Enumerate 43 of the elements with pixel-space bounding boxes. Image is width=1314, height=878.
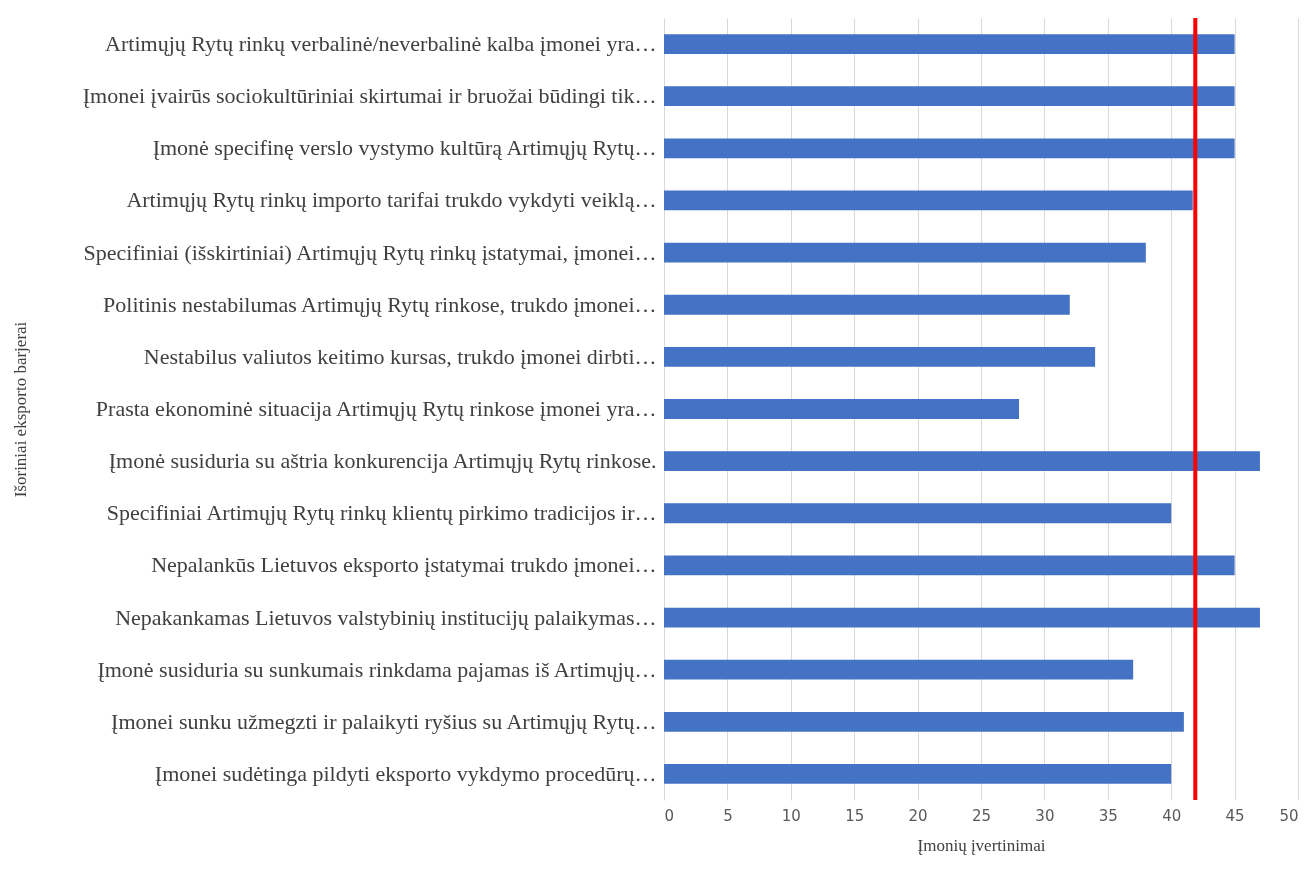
x-tick-label: 5: [723, 806, 733, 825]
bar: [664, 451, 1260, 472]
x-tick-label: 30: [1035, 806, 1055, 825]
x-tick-label: 10: [781, 806, 801, 825]
x-tick-label: 35: [1098, 806, 1118, 825]
bar: [664, 346, 1096, 367]
bar: [664, 555, 1235, 576]
x-tick-label: 25: [971, 806, 992, 825]
x-axis-title: Įmonių įvertinimai: [917, 835, 1046, 855]
y-tick-label: Įmonei įvairūs sociokultūriniai skirtumai ir bruožai būdingi tik…: [82, 83, 657, 109]
bar: [664, 86, 1235, 107]
bar: [664, 659, 1134, 680]
x-tick-label: 0: [664, 806, 675, 825]
y-tick-label: Įmonei sudėtinga pildyti eksporto vykdymo procedūrų…: [154, 760, 657, 786]
y-axis-title: Išoriniai eksporto barjerai: [10, 321, 30, 498]
bar: [664, 242, 1146, 263]
y-tick-label: Artimųjų Rytų rinkų verbalinė/neverbalinė kalba įmonei yra…: [105, 31, 657, 57]
bar: [664, 607, 1260, 628]
y-tick-label: Nestabilus valiutos keitimo kursas, trukdo įmonei dirbti…: [143, 343, 657, 369]
x-tick-label: 45: [1225, 806, 1245, 825]
x-tick-label: 40: [1162, 806, 1182, 825]
bar: [664, 138, 1235, 159]
y-tick-label: Politinis nestabilumas Artimųjų Rytų rinkose, trukdo įmonei…: [103, 291, 657, 317]
y-tick-label: Įmonė specifinę verslo vystymo kultūrą Artimųjų Rytų…: [152, 135, 657, 161]
bar: [664, 399, 1020, 419]
bar: [664, 764, 1172, 784]
x-tick-label: 50: [1279, 806, 1299, 825]
y-tick-label: Įmonė susiduria su sunkumais rinkdama pajamas iš Artimųjų…: [97, 656, 657, 682]
y-tick-label: Artimųjų Rytų rinkų importo tarifai trukdo vykdyti veiklą…: [126, 187, 657, 213]
bar: [664, 503, 1172, 524]
y-tick-label: Nepakankamas Lietuvos valstybinių institucijų palaikymas…: [115, 604, 657, 630]
bar: [664, 294, 1070, 315]
y-tick-label: Įmonė susiduria su aštria konkurencija Artimųjų Rytų rinkose.: [108, 448, 657, 474]
y-tick-label: Įmonei sunku užmegzti ir palaikyti ryšius su Artimųjų Rytų…: [111, 708, 657, 734]
y-tick-label: Nepalankūs Lietuvos eksporto įstatymai trukdo įmonei…: [151, 552, 657, 578]
bar: [664, 190, 1193, 211]
y-tick-label: Prasta ekonominė situacija Artimųjų Rytų rinkose įmonei yra…: [95, 396, 657, 421]
x-tick-label: 15: [845, 806, 865, 825]
bar: [664, 34, 1235, 54]
x-tick-label: 20: [908, 806, 928, 825]
y-tick-label: Specifiniai Artimųjų Rytų rinkų klientų pirkimo tradicijos ir…: [106, 500, 657, 526]
bar: [664, 711, 1184, 732]
y-tick-label: Specifiniai (išskirtiniai) Artimųjų Rytų rinkų įstatymai, įmonei…: [83, 239, 657, 265]
